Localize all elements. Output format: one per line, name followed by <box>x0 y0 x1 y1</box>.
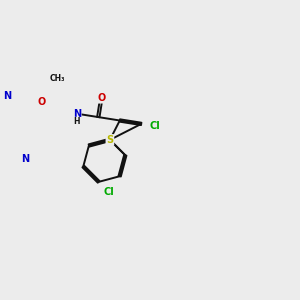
Text: CH₃: CH₃ <box>50 74 65 83</box>
Text: H: H <box>74 118 80 127</box>
Text: S: S <box>106 135 113 145</box>
Text: N: N <box>3 92 11 101</box>
Text: Cl: Cl <box>150 121 160 131</box>
Text: Cl: Cl <box>103 187 114 197</box>
Text: N: N <box>22 154 30 164</box>
Text: O: O <box>37 97 46 107</box>
Text: O: O <box>97 93 106 103</box>
Text: N: N <box>73 109 81 119</box>
